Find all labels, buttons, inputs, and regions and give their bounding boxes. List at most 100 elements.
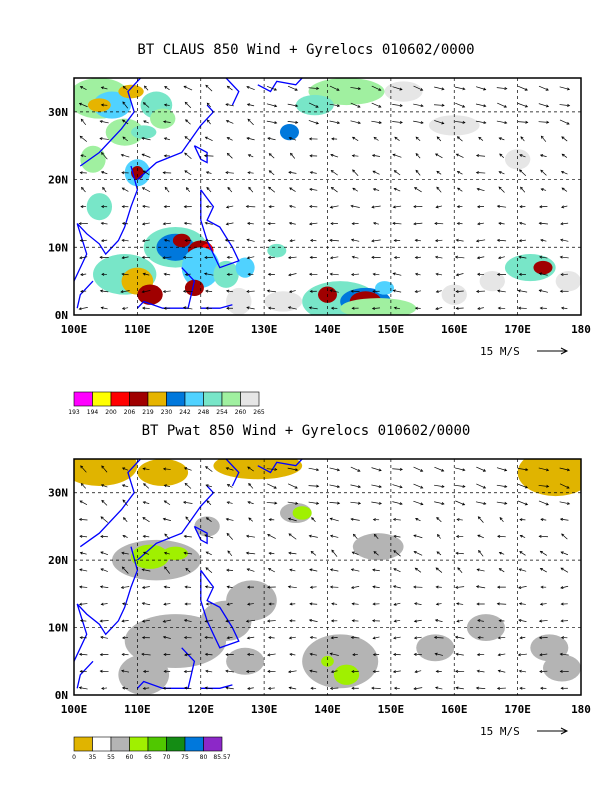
wind-vector bbox=[330, 687, 339, 689]
wind-vector bbox=[122, 239, 129, 242]
wind-vector bbox=[454, 86, 465, 90]
wind-vector-head bbox=[456, 205, 460, 209]
colorbar-swatch bbox=[166, 391, 186, 407]
wind-vector-head bbox=[518, 618, 522, 622]
colorbar-label: 65 bbox=[144, 754, 152, 761]
wind-vector-head bbox=[497, 306, 501, 310]
wind-vector bbox=[122, 101, 129, 109]
wind-vector-head bbox=[163, 602, 167, 606]
wind-vector bbox=[540, 239, 547, 242]
wind-vector bbox=[330, 154, 339, 158]
wind-vector-head bbox=[100, 205, 105, 209]
wind-vector-head bbox=[330, 636, 334, 640]
wind-vector bbox=[164, 552, 170, 555]
wind-vector-head bbox=[121, 272, 125, 276]
wind-vector-head bbox=[357, 104, 361, 108]
wind-vector-head bbox=[78, 652, 83, 656]
wind-vector bbox=[309, 307, 318, 310]
wind-vector-head bbox=[80, 483, 84, 487]
wind-vector bbox=[496, 87, 507, 90]
colorbar-label: 206 bbox=[124, 409, 136, 416]
wind-vector bbox=[163, 290, 171, 293]
wind-vector bbox=[475, 501, 486, 505]
wind-vector bbox=[330, 256, 339, 259]
wind-vector-head bbox=[141, 636, 145, 640]
wind-vector-head bbox=[308, 222, 313, 226]
wind-vector bbox=[331, 549, 338, 557]
wind-vector-head bbox=[336, 104, 341, 108]
wind-vector bbox=[374, 534, 379, 539]
panel-1-title: BT CLAUS 850 Wind + Gyrelocs 010602/0000 bbox=[137, 42, 475, 58]
wind-vector bbox=[476, 239, 486, 242]
wind-vector bbox=[393, 602, 401, 606]
wind-vector-head bbox=[204, 636, 208, 640]
wind-vector bbox=[393, 290, 402, 293]
wind-vector-head bbox=[336, 468, 341, 472]
field-shape bbox=[235, 257, 255, 278]
field-shape bbox=[428, 115, 480, 136]
wind-vector bbox=[204, 273, 214, 276]
wind-vector-head bbox=[100, 602, 104, 606]
wind-vector bbox=[100, 138, 109, 140]
wind-vector-head bbox=[330, 222, 334, 226]
y-tick-label: 30N bbox=[48, 487, 68, 500]
wind-vector bbox=[517, 483, 528, 489]
wind-vector bbox=[288, 306, 297, 310]
wind-vector bbox=[329, 120, 340, 124]
wind-vector bbox=[372, 154, 381, 157]
wind-vector bbox=[266, 468, 277, 470]
wind-vector-head bbox=[203, 154, 207, 158]
wind-vector bbox=[371, 467, 382, 471]
wind-vector-head bbox=[287, 517, 292, 521]
wind-vector-head bbox=[183, 85, 187, 89]
wind-vector-head bbox=[141, 652, 145, 656]
wind-vector-head bbox=[183, 636, 187, 640]
wind-vector bbox=[394, 307, 401, 310]
wind-vector-head bbox=[455, 585, 459, 589]
wind-vector-head bbox=[287, 306, 292, 310]
wind-vector bbox=[121, 670, 129, 673]
wind-vector-head bbox=[351, 255, 355, 259]
wind-vector bbox=[560, 567, 569, 573]
wind-vector-head bbox=[372, 518, 376, 522]
wind-vector-head bbox=[329, 256, 334, 260]
wind-vector-head bbox=[372, 289, 376, 293]
colorbar-label: 260 bbox=[235, 409, 247, 416]
wind-vector-head bbox=[567, 103, 571, 107]
wind-vector bbox=[455, 586, 465, 588]
wind-vector bbox=[477, 307, 484, 310]
wind-vector-head bbox=[539, 306, 543, 310]
wind-vector bbox=[267, 620, 276, 622]
coastline bbox=[76, 660, 94, 689]
colorbar-label: 254 bbox=[216, 409, 228, 416]
wind-vector-head bbox=[294, 485, 298, 489]
wind-vector-head bbox=[351, 669, 355, 673]
wind-vector-head bbox=[436, 186, 440, 190]
wind-vector bbox=[457, 171, 463, 175]
wind-vector-head bbox=[561, 187, 565, 191]
wind-vector bbox=[436, 517, 442, 523]
wind-vector bbox=[392, 484, 403, 488]
wind-vector-head bbox=[121, 619, 125, 623]
wind-vector bbox=[184, 687, 192, 690]
wind-vector-head bbox=[162, 222, 166, 226]
wind-vector-head bbox=[120, 585, 124, 589]
wind-vector bbox=[247, 603, 254, 605]
wind-vector bbox=[80, 620, 87, 622]
wind-vector bbox=[352, 169, 359, 176]
wind-vector bbox=[475, 86, 486, 90]
wind-vector-head bbox=[267, 272, 271, 276]
wind-vector bbox=[206, 171, 212, 174]
wind-vector-head bbox=[226, 602, 230, 606]
wind-vector-head bbox=[540, 169, 544, 173]
wind-vector-head bbox=[539, 568, 543, 571]
wind-vector bbox=[164, 566, 171, 574]
wind-vector bbox=[540, 551, 548, 556]
wind-vector-head bbox=[520, 136, 524, 140]
wind-vector-head bbox=[477, 619, 481, 623]
wind-vector bbox=[247, 687, 254, 690]
field-shape bbox=[279, 124, 299, 141]
wind-vector-head bbox=[101, 686, 105, 690]
wind-vector-head bbox=[101, 465, 105, 469]
wind-vector bbox=[267, 290, 277, 293]
